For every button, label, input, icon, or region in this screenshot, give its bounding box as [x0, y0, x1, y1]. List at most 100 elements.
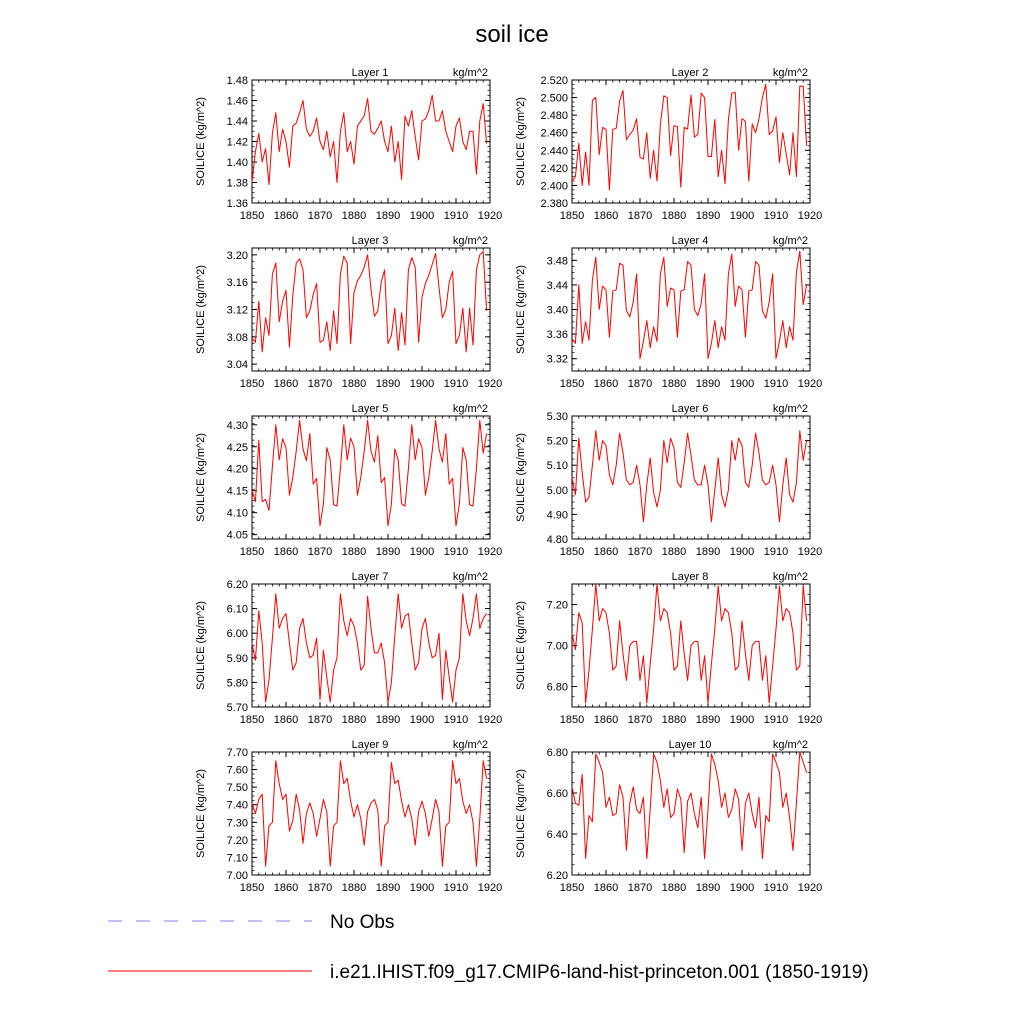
y-tick-label: 6.20 [227, 579, 248, 591]
x-tick-label: 1860 [274, 714, 298, 726]
y-axis-label: SOILICE (kg/m^2) [195, 433, 207, 522]
x-tick-label: 1900 [730, 378, 754, 390]
x-tick-label: 1850 [560, 210, 584, 222]
panel-grid: Layer 1 kg/m^2 SOILICE (kg/m^2) 1850 1860 187… [195, 67, 822, 894]
y-tick-label: 5.70 [227, 702, 248, 714]
x-tick-label: 1900 [730, 546, 754, 558]
y-tick-label: 2.480 [540, 110, 568, 122]
y-tick-label: 2.460 [540, 128, 568, 140]
y-tick-label: 6.80 [547, 747, 568, 759]
y-tick-label: 6.20 [547, 870, 568, 882]
x-tick-label: 1900 [410, 210, 434, 222]
y-tick-label: 7.70 [227, 747, 248, 759]
x-tick-label: 1860 [274, 546, 298, 558]
y-tick-label: 6.10 [227, 604, 248, 616]
panel-layer-7: Layer 7 kg/m^2 SOILICE (kg/m^2) 1850 1860 187… [195, 571, 502, 726]
y-tick-label: 7.20 [227, 835, 248, 847]
x-tick-label: 1920 [798, 378, 822, 390]
x-tick-label: 1920 [798, 714, 822, 726]
x-tick-label: 1870 [308, 210, 332, 222]
x-tick-label: 1890 [376, 546, 400, 558]
panel-title: Layer 3 [352, 235, 389, 247]
x-tick-label: 1880 [662, 882, 686, 894]
x-tick-label: 1920 [798, 882, 822, 894]
x-tick-label: 1920 [478, 882, 502, 894]
x-tick-label: 1870 [628, 378, 652, 390]
x-tick-label: 1900 [410, 882, 434, 894]
y-tick-label: 1.44 [227, 116, 248, 128]
y-tick-label: 6.00 [227, 628, 248, 640]
y-tick-label: 7.30 [227, 817, 248, 829]
y-tick-label: 1.38 [227, 178, 248, 190]
y-tick-label: 7.60 [227, 765, 248, 777]
x-tick-label: 1910 [764, 378, 788, 390]
panel-title: Layer 8 [672, 571, 709, 583]
x-tick-label: 1900 [410, 546, 434, 558]
panel-title: Layer 10 [669, 739, 712, 751]
x-tick-label: 1860 [274, 210, 298, 222]
x-tick-label: 1880 [342, 378, 366, 390]
y-tick-label: 4.80 [547, 534, 568, 546]
x-tick-label: 1850 [240, 714, 264, 726]
y-tick-label: 7.20 [547, 600, 568, 612]
y-tick-label: 2.380 [540, 198, 568, 210]
x-tick-label: 1860 [594, 882, 618, 894]
x-tick-label: 1870 [628, 546, 652, 558]
series-line-layer-2 [571, 83, 808, 191]
panel-title: Layer 6 [672, 403, 709, 415]
legend-obs-label: No Obs [330, 912, 394, 933]
panel-units: kg/m^2 [773, 67, 808, 79]
y-tick-label: 1.40 [227, 157, 248, 169]
x-tick-label: 1880 [662, 210, 686, 222]
x-tick-label: 1880 [342, 714, 366, 726]
x-tick-label: 1910 [444, 546, 468, 558]
x-tick-label: 1900 [410, 378, 434, 390]
x-tick-label: 1870 [628, 882, 652, 894]
y-tick-label: 5.10 [547, 460, 568, 472]
series-line-layer-7 [251, 593, 488, 703]
x-tick-label: 1870 [308, 378, 332, 390]
x-tick-label: 1880 [342, 882, 366, 894]
x-tick-label: 1860 [594, 210, 618, 222]
y-tick-label: 7.50 [227, 782, 248, 794]
y-tick-label: 4.10 [227, 508, 248, 520]
panel-units: kg/m^2 [453, 739, 488, 751]
series-line-layer-5 [251, 419, 488, 527]
y-tick-label: 3.40 [547, 305, 568, 317]
y-tick-label: 3.04 [227, 359, 248, 371]
x-tick-label: 1920 [478, 714, 502, 726]
panel-layer-4: Layer 4 kg/m^2 SOILICE (kg/m^2) 1850 1860 187… [515, 235, 822, 390]
x-tick-label: 1860 [594, 714, 618, 726]
y-tick-label: 3.48 [547, 255, 568, 267]
x-tick-label: 1890 [376, 378, 400, 390]
panel-layer-9: Layer 9 kg/m^2 SOILICE (kg/m^2) 1850 1860 187… [195, 739, 502, 894]
series-line-layer-6 [571, 430, 808, 523]
y-axis-label: SOILICE (kg/m^2) [515, 433, 527, 522]
x-tick-label: 1910 [764, 546, 788, 558]
x-tick-label: 1890 [376, 210, 400, 222]
y-tick-label: 1.46 [227, 96, 248, 108]
x-tick-label: 1890 [376, 882, 400, 894]
x-tick-label: 1910 [444, 882, 468, 894]
panel-units: kg/m^2 [453, 403, 488, 415]
x-tick-label: 1890 [376, 714, 400, 726]
x-tick-label: 1870 [628, 210, 652, 222]
y-tick-label: 4.05 [227, 530, 248, 542]
panel-layer-8: Layer 8 kg/m^2 SOILICE (kg/m^2) 1850 1860 187… [515, 571, 822, 726]
panel-units: kg/m^2 [773, 739, 808, 751]
x-tick-label: 1920 [478, 546, 502, 558]
panel-title: Layer 2 [672, 67, 709, 79]
legend-model-label: i.e21.IHIST.f09_g17.CMIP6-land-hist-prin… [330, 962, 869, 983]
panel-units: kg/m^2 [773, 571, 808, 583]
y-tick-label: 3.20 [227, 250, 248, 262]
y-tick-label: 7.40 [227, 800, 248, 812]
y-tick-label: 4.20 [227, 464, 248, 476]
panel-layer-6: Layer 6 kg/m^2 SOILICE (kg/m^2) 1850 1860 187… [515, 403, 822, 558]
x-tick-label: 1860 [594, 546, 618, 558]
series-line-layer-3 [251, 250, 488, 353]
y-axis-label: SOILICE (kg/m^2) [195, 769, 207, 858]
x-tick-label: 1900 [730, 714, 754, 726]
x-tick-label: 1860 [274, 378, 298, 390]
y-tick-label: 7.10 [227, 852, 248, 864]
